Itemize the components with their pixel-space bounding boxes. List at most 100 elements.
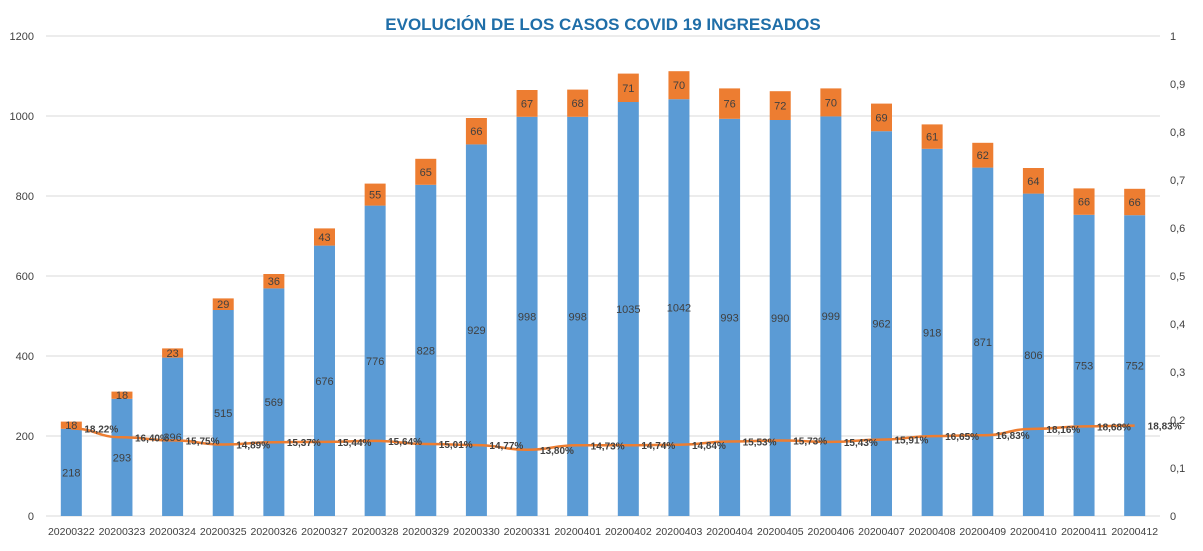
data-label-percent: 15,73% <box>793 436 827 447</box>
data-label-blue: 218 <box>62 467 80 479</box>
x-tick-label: 20200409 <box>959 526 1006 538</box>
data-label-orange: 55 <box>369 190 381 202</box>
data-label-blue: 990 <box>771 313 789 325</box>
y-tick-label: 1200 <box>10 31 34 43</box>
data-label-orange: 70 <box>825 97 837 109</box>
data-label-percent: 16,40% <box>135 433 169 444</box>
x-tick-label: 20200404 <box>706 526 753 538</box>
data-label-orange: 36 <box>268 276 280 288</box>
data-label-orange: 72 <box>774 101 786 113</box>
bar-segment-orange <box>516 90 538 117</box>
y2-tick-label: 0,8 <box>1170 127 1185 139</box>
data-label-percent: 15,53% <box>743 437 777 448</box>
bar-segment-orange <box>263 274 285 289</box>
bar-segment-blue <box>60 428 82 516</box>
x-tick-label: 20200322 <box>48 526 95 538</box>
data-label-orange: 66 <box>470 126 482 138</box>
bar-segment-blue <box>871 131 892 516</box>
data-label-percent: 14,84% <box>692 441 726 452</box>
x-tick-label: 20200330 <box>453 526 500 538</box>
data-label-blue: 753 <box>1075 360 1093 372</box>
data-label-blue: 752 <box>1126 361 1144 373</box>
data-label-percent: 18,68% <box>1097 422 1131 433</box>
bar-segment-blue <box>465 144 487 516</box>
bar-segment-orange <box>567 89 589 117</box>
bar-segment-orange <box>162 348 184 358</box>
y2-tick-label: 0,7 <box>1170 175 1185 187</box>
bar-segment-blue <box>1022 193 1044 516</box>
y2-tick-label: 0,6 <box>1170 223 1185 235</box>
x-tick-label: 20200328 <box>352 526 399 538</box>
data-label-percent: 18,83% <box>1148 422 1182 433</box>
data-label-orange: 68 <box>572 98 584 110</box>
bar-segment-blue <box>921 148 943 517</box>
bar-segment-blue <box>516 116 538 517</box>
data-label-blue: 806 <box>1024 350 1042 362</box>
y-tick-label: 800 <box>16 191 34 203</box>
data-label-orange: 71 <box>622 83 634 95</box>
bar-segment-orange <box>719 88 741 119</box>
data-label-orange: 67 <box>521 98 533 110</box>
x-tick-label: 20200405 <box>757 526 804 538</box>
x-tick-label: 20200402 <box>605 526 652 538</box>
bar-segment-orange <box>60 421 82 429</box>
bar-segment-orange <box>465 118 487 145</box>
x-tick-label: 20200323 <box>99 526 146 538</box>
data-label-blue: 828 <box>417 345 435 357</box>
data-label-percent: 16,65% <box>945 432 979 443</box>
data-label-blue: 293 <box>113 452 131 464</box>
x-tick-label: 20200331 <box>504 526 551 538</box>
data-label-orange: 18 <box>65 420 77 432</box>
bar-segment-orange <box>212 298 234 310</box>
bar-segment-orange <box>871 103 892 132</box>
bar-segment-blue <box>972 167 994 516</box>
y2-tick-label: 1 <box>1170 31 1176 43</box>
data-label-percent: 15,64% <box>388 437 422 448</box>
secondary-y-axis: 0 0,1 0,2 0,3 0,4 0,5 0,6 0,7 0,8 0,9 1 <box>1170 31 1185 523</box>
bar-segment-blue <box>415 184 437 517</box>
data-label-orange: 18 <box>116 390 128 402</box>
data-label-blue: 993 <box>720 312 738 324</box>
y-tick-label: 0 <box>28 511 34 523</box>
x-tick-label: 20200412 <box>1111 526 1158 538</box>
y2-tick-label: 0,5 <box>1170 271 1185 283</box>
bar-segment-orange <box>415 158 437 185</box>
data-label-blue: 569 <box>265 397 283 409</box>
data-label-blue: 999 <box>822 311 840 323</box>
data-label-percent: 14,73% <box>591 441 625 452</box>
data-label-blue: 998 <box>569 311 587 323</box>
data-label-blue: 918 <box>923 327 941 339</box>
bar-segment-blue <box>314 245 335 516</box>
data-label-percent: 15,37% <box>287 438 321 449</box>
bar-segment-orange <box>111 391 133 399</box>
bar-segment-blue <box>820 116 842 517</box>
data-label-blue: 871 <box>974 337 992 349</box>
data-label-orange: 29 <box>217 299 229 311</box>
y-tick-label: 400 <box>16 351 34 363</box>
bar-segment-orange <box>820 88 842 117</box>
bar-segment-orange <box>972 142 994 168</box>
x-tick-label: 20200411 <box>1061 526 1107 538</box>
y2-tick-label: 0,3 <box>1170 367 1185 379</box>
data-label-percent: 14,89% <box>236 441 270 452</box>
bar-segment-blue <box>263 288 285 516</box>
x-tick-label: 20200408 <box>909 526 956 538</box>
percentage-line <box>71 424 1135 452</box>
bar-segment-blue <box>769 120 791 516</box>
bar-segment-blue <box>668 99 690 516</box>
data-label-orange: 62 <box>977 150 989 162</box>
x-tick-label: 20200401 <box>554 526 601 538</box>
y2-tick-label: 0,4 <box>1170 319 1185 331</box>
data-label-orange: 69 <box>875 112 887 124</box>
bar-segment-orange <box>617 73 639 102</box>
data-label-orange: 64 <box>1027 176 1039 188</box>
data-labels: 218 18 293 18 396 23 515 29 569 36 676 43 776 55 828 65… <box>62 80 1182 479</box>
x-tick-label: 20200327 <box>301 526 348 538</box>
data-label-percent: 18,22% <box>84 425 118 436</box>
data-label-percent: 15,44% <box>338 438 372 449</box>
bar-segment-orange <box>1073 188 1095 215</box>
data-label-percent: 15,91% <box>895 436 929 447</box>
data-label-orange: 43 <box>318 232 330 244</box>
x-tick-label: 20200403 <box>656 526 703 538</box>
